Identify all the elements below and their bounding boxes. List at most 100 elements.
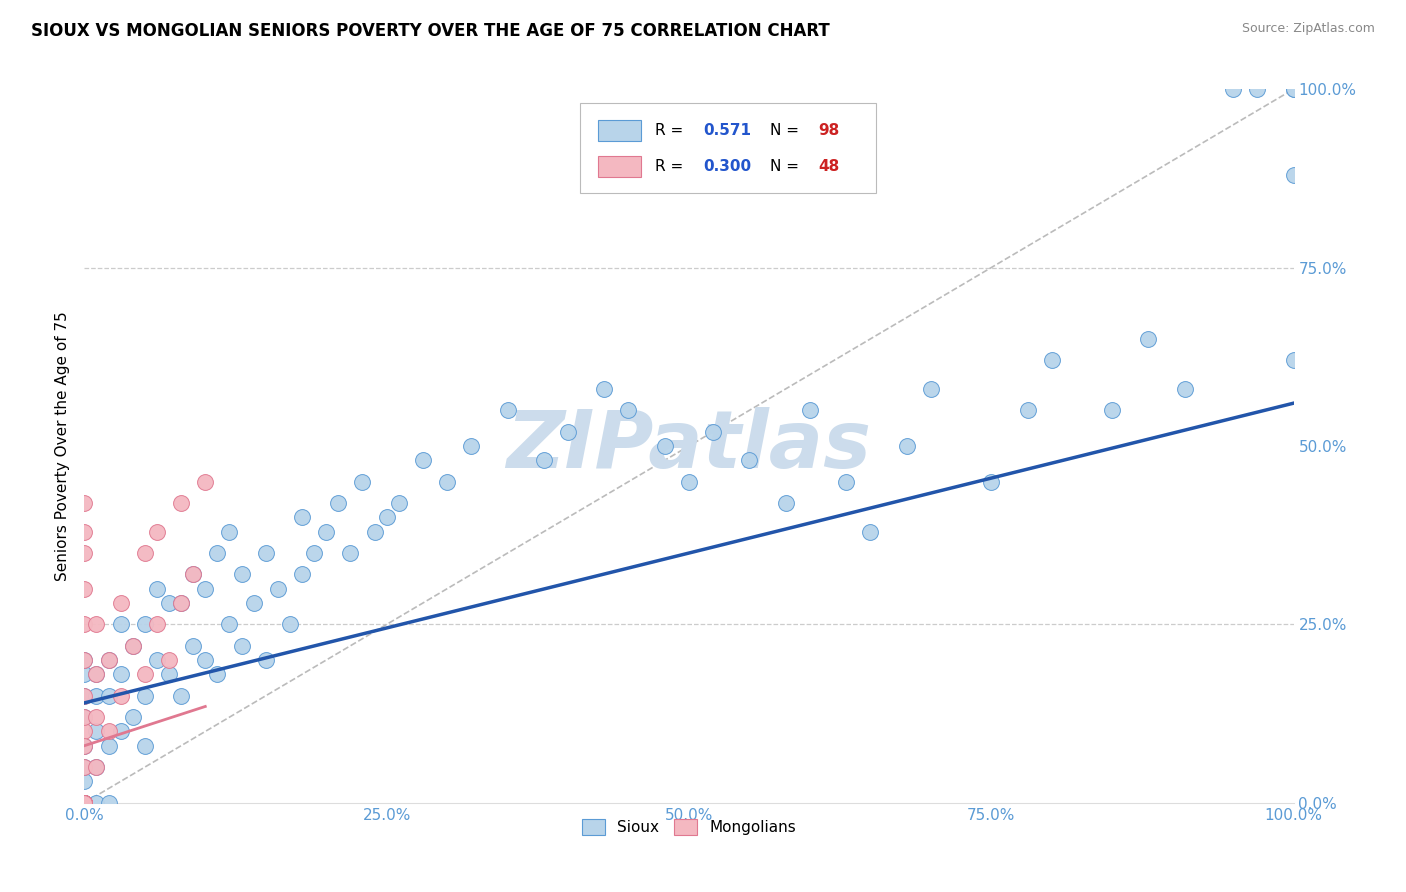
- Point: [73, 496, 96, 510]
- Text: N =: N =: [770, 123, 804, 138]
- Point: [412, 453, 434, 467]
- Point: [181, 567, 204, 582]
- Point: [291, 510, 314, 524]
- Text: 48: 48: [818, 159, 839, 174]
- Text: 98: 98: [818, 123, 839, 138]
- Point: [242, 596, 264, 610]
- Point: [496, 403, 519, 417]
- Bar: [599, 120, 641, 141]
- Point: [207, 667, 229, 681]
- Point: [1282, 168, 1305, 182]
- Point: [181, 567, 204, 582]
- Point: [73, 760, 96, 774]
- Point: [73, 796, 96, 810]
- Point: [73, 796, 96, 810]
- Point: [654, 439, 676, 453]
- Point: [73, 760, 96, 774]
- Point: [375, 510, 398, 524]
- Point: [194, 653, 217, 667]
- Point: [315, 524, 337, 539]
- Point: [73, 796, 96, 810]
- Text: 0.571: 0.571: [703, 123, 751, 138]
- Point: [339, 546, 361, 560]
- Point: [194, 582, 217, 596]
- Point: [617, 403, 640, 417]
- Point: [73, 796, 96, 810]
- Point: [73, 796, 96, 810]
- Point: [97, 739, 120, 753]
- Point: [110, 596, 132, 610]
- Point: [73, 524, 96, 539]
- Point: [146, 617, 169, 632]
- Point: [194, 475, 217, 489]
- Point: [73, 796, 96, 810]
- Point: [121, 639, 143, 653]
- Point: [73, 689, 96, 703]
- Point: [157, 596, 180, 610]
- Point: [73, 796, 96, 810]
- Point: [352, 475, 374, 489]
- Point: [110, 689, 132, 703]
- Point: [73, 796, 96, 810]
- Point: [533, 453, 555, 467]
- Point: [73, 582, 96, 596]
- Point: [254, 653, 277, 667]
- Point: [73, 653, 96, 667]
- Point: [73, 796, 96, 810]
- Point: [388, 496, 411, 510]
- Point: [835, 475, 858, 489]
- Point: [254, 546, 277, 560]
- Point: [86, 710, 108, 724]
- Point: [86, 760, 108, 774]
- Point: [134, 667, 156, 681]
- Point: [157, 667, 180, 681]
- Point: [146, 524, 169, 539]
- Text: ZIPatlas: ZIPatlas: [506, 407, 872, 485]
- Point: [678, 475, 700, 489]
- Point: [980, 475, 1002, 489]
- Point: [231, 639, 253, 653]
- Point: [73, 689, 96, 703]
- Point: [170, 596, 193, 610]
- Point: [73, 774, 96, 789]
- Bar: [599, 155, 641, 177]
- Point: [181, 639, 204, 653]
- Point: [73, 796, 96, 810]
- Point: [207, 546, 229, 560]
- Point: [170, 596, 193, 610]
- Point: [73, 710, 96, 724]
- Point: [170, 689, 193, 703]
- Point: [1282, 82, 1305, 96]
- Point: [73, 796, 96, 810]
- Point: [121, 710, 143, 724]
- Point: [110, 667, 132, 681]
- Point: [1222, 82, 1244, 96]
- Point: [73, 796, 96, 810]
- Text: R =: R =: [655, 159, 688, 174]
- Point: [775, 496, 797, 510]
- Point: [73, 796, 96, 810]
- Point: [134, 739, 156, 753]
- Point: [86, 617, 108, 632]
- Point: [593, 382, 616, 396]
- Point: [97, 689, 120, 703]
- Point: [267, 582, 290, 596]
- Point: [134, 689, 156, 703]
- Point: [73, 796, 96, 810]
- Point: [302, 546, 325, 560]
- Point: [73, 739, 96, 753]
- Point: [1174, 382, 1197, 396]
- Point: [1246, 82, 1268, 96]
- Point: [1017, 403, 1039, 417]
- Point: [110, 617, 132, 632]
- Point: [86, 667, 108, 681]
- Point: [73, 796, 96, 810]
- Point: [73, 796, 96, 810]
- Point: [73, 796, 96, 810]
- Point: [1282, 82, 1305, 96]
- Point: [73, 796, 96, 810]
- Point: [73, 546, 96, 560]
- Point: [920, 382, 942, 396]
- Point: [702, 425, 724, 439]
- Point: [73, 667, 96, 681]
